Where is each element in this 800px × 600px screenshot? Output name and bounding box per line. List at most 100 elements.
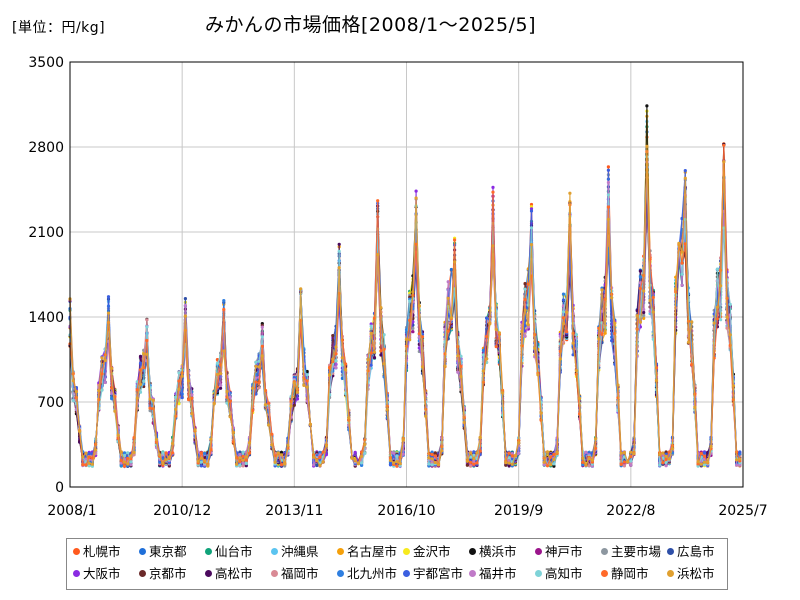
legend-item: 名古屋市	[337, 545, 397, 559]
data-point	[292, 381, 296, 385]
data-point	[610, 296, 614, 300]
data-point	[497, 331, 501, 335]
data-point	[690, 320, 694, 324]
data-point	[78, 429, 82, 433]
data-point	[677, 241, 681, 245]
data-point	[417, 335, 421, 339]
data-point	[193, 428, 197, 432]
data-point	[254, 380, 258, 384]
data-point	[629, 459, 633, 463]
data-point	[106, 295, 111, 299]
data-point	[267, 423, 271, 427]
data-point	[485, 316, 489, 320]
data-point	[568, 191, 572, 195]
data-point	[507, 464, 511, 468]
data-point	[135, 388, 139, 392]
data-point	[318, 463, 322, 468]
data-point	[453, 260, 457, 264]
data-point	[638, 275, 643, 279]
data-point	[408, 338, 412, 342]
data-point	[219, 386, 223, 390]
data-point	[260, 325, 264, 329]
data-point	[529, 209, 534, 213]
data-point	[401, 452, 405, 456]
data-point	[574, 333, 579, 337]
data-point	[645, 104, 649, 108]
data-point	[459, 354, 463, 358]
legend-label: 大阪市	[83, 566, 121, 581]
series-line	[69, 146, 740, 468]
data-point	[645, 144, 649, 148]
data-point	[279, 463, 284, 467]
data-point	[658, 463, 662, 467]
data-point	[680, 261, 684, 265]
data-point	[148, 397, 152, 401]
data-point	[199, 464, 203, 468]
data-point	[536, 373, 540, 377]
data-point	[174, 395, 178, 399]
data-point	[581, 463, 585, 467]
legend-marker	[469, 548, 476, 555]
legend-marker	[667, 570, 674, 577]
data-point	[449, 316, 453, 320]
data-point	[453, 238, 457, 242]
data-point	[395, 464, 399, 468]
data-point	[504, 461, 508, 465]
legend-label: 東京都	[149, 544, 187, 559]
data-point	[337, 249, 341, 253]
data-point	[526, 323, 530, 327]
data-point	[584, 462, 588, 466]
data-point	[257, 365, 261, 369]
data-point	[443, 364, 447, 368]
data-point	[238, 456, 242, 460]
data-point	[702, 454, 707, 458]
data-point	[174, 407, 178, 411]
data-point	[260, 335, 264, 339]
data-point	[735, 463, 739, 467]
legend-label: 京都市	[149, 566, 187, 581]
data-point	[420, 365, 425, 369]
data-point	[196, 459, 200, 463]
data-point	[164, 451, 168, 455]
legend-marker	[469, 570, 476, 577]
data-point	[664, 461, 668, 465]
data-point	[292, 403, 296, 407]
data-point	[610, 339, 614, 343]
data-point	[90, 462, 94, 466]
data-point	[513, 453, 518, 457]
legend-marker	[337, 548, 344, 555]
data-point	[523, 287, 527, 291]
data-point	[222, 299, 226, 303]
data-point	[472, 450, 476, 454]
data-point	[235, 462, 239, 466]
data-point	[661, 461, 665, 465]
legend-label: 静岡市	[611, 566, 649, 581]
legend-marker	[73, 548, 80, 555]
data-point	[283, 462, 287, 466]
data-point	[257, 386, 261, 390]
y-tick-label: 2800	[28, 140, 64, 156]
data-point	[558, 357, 562, 361]
data-point	[244, 455, 248, 459]
data-point	[574, 369, 579, 373]
data-point	[565, 330, 569, 334]
data-point	[651, 295, 655, 300]
data-point	[491, 244, 495, 248]
data-point	[430, 452, 434, 457]
data-point	[702, 463, 707, 467]
data-point	[622, 464, 627, 468]
data-point	[433, 454, 437, 458]
data-point	[247, 451, 252, 455]
data-point	[203, 451, 207, 455]
data-point	[417, 304, 421, 308]
data-point	[552, 452, 556, 456]
data-point	[171, 442, 175, 446]
data-point	[177, 402, 181, 406]
data-point	[392, 451, 396, 455]
data-point	[126, 451, 130, 455]
legend-item: 主要市場	[601, 545, 661, 559]
data-point	[161, 451, 165, 455]
legend-label: 浜松市	[677, 566, 715, 581]
data-point	[408, 299, 412, 303]
data-point	[385, 408, 389, 412]
